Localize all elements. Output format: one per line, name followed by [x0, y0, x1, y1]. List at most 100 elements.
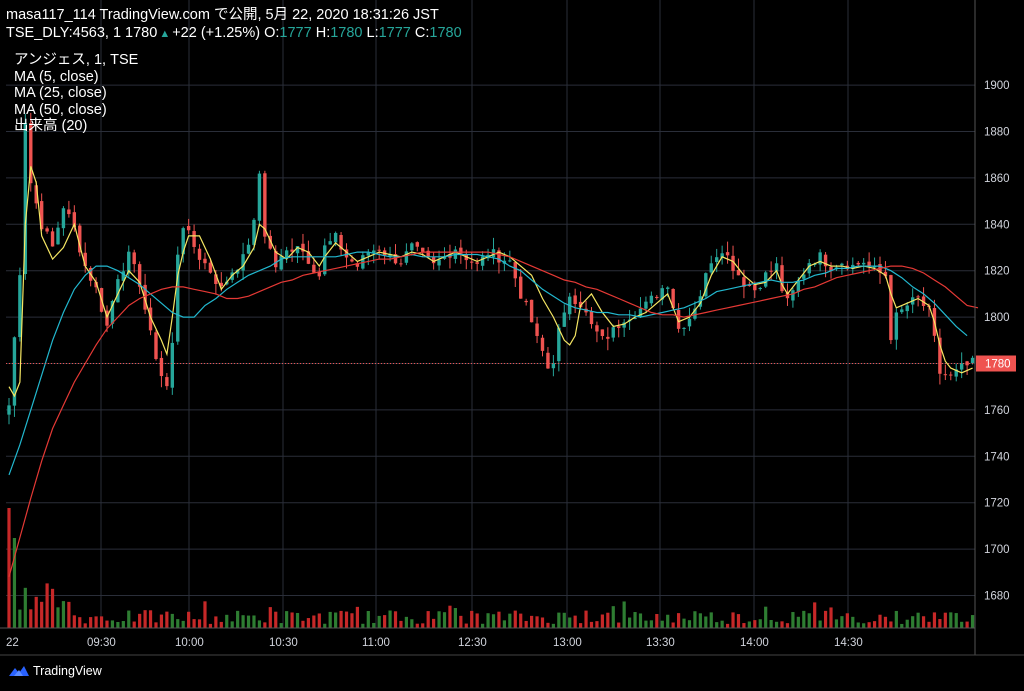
candle-body	[323, 245, 327, 275]
candle-body	[622, 322, 626, 328]
legend-ma50[interactable]: MA (50, close)	[14, 101, 107, 118]
volume-bar	[535, 616, 539, 628]
legend-title[interactable]: アンジェス, 1, TSE	[14, 52, 139, 68]
candle	[622, 319, 626, 338]
candle-body	[132, 252, 136, 265]
tradingview-brand[interactable]: TradingView	[8, 664, 102, 678]
candle-body	[758, 288, 762, 290]
candle-body	[344, 249, 349, 258]
y-tick-label: 1900	[984, 80, 1010, 92]
volume-bar	[704, 616, 708, 628]
volume-bar	[834, 619, 839, 628]
candle-body	[284, 250, 289, 259]
volume-bar	[965, 621, 969, 628]
candle-body	[655, 296, 659, 299]
candle-body	[366, 252, 370, 256]
volume-bar	[878, 614, 882, 628]
volume-bar	[143, 610, 147, 628]
y-tick-label: 1880	[984, 127, 1010, 139]
candle-body	[606, 336, 610, 339]
candle	[50, 227, 55, 247]
candle-body	[437, 259, 441, 266]
volume-bar	[83, 623, 87, 628]
candle	[938, 328, 942, 385]
volume-bar	[94, 616, 98, 628]
candle	[154, 329, 158, 361]
candle-body	[72, 212, 77, 228]
candle-body	[34, 185, 38, 204]
volume-bar	[377, 615, 381, 628]
candle-body	[83, 252, 87, 267]
candle	[633, 311, 637, 320]
volume-bar	[459, 615, 463, 628]
candle-body	[546, 352, 550, 369]
candle	[954, 363, 958, 382]
candle	[655, 294, 659, 300]
candle-body	[94, 281, 98, 288]
candle	[290, 238, 294, 262]
candle	[241, 242, 245, 280]
volume-bar	[916, 612, 920, 628]
candle-body	[676, 309, 681, 329]
candle-body	[595, 325, 599, 332]
candle-body	[421, 247, 425, 252]
candle	[78, 223, 82, 257]
candle-body	[535, 323, 539, 336]
volume-bar	[241, 615, 245, 628]
axes: 1680 1700 1720 1740 1760 1780 1800 1820 1840 1860…	[0, 0, 1024, 656]
volume-bar	[355, 606, 360, 628]
candle-body	[143, 284, 147, 310]
candle-body	[274, 250, 278, 268]
candle	[845, 260, 850, 271]
candle	[546, 347, 550, 369]
candle	[486, 248, 490, 262]
volume-bar	[121, 621, 125, 628]
high-label: H:	[315, 25, 331, 41]
volume-bar	[589, 621, 594, 628]
candle-body	[649, 295, 654, 304]
volume-bar	[361, 623, 365, 628]
legend-ma25[interactable]: MA (25, close)	[14, 85, 107, 101]
volume-bar	[796, 616, 800, 628]
volume-bar	[29, 609, 33, 628]
candle-body	[519, 276, 523, 299]
candle	[72, 205, 77, 232]
volume-bar	[606, 612, 610, 628]
candle-body	[725, 252, 730, 256]
volume-bar	[399, 620, 403, 628]
volume-bar	[823, 610, 828, 628]
x-tick-label: 10:30	[269, 637, 298, 649]
close-label: C:	[414, 25, 430, 41]
volume-bar	[546, 622, 550, 628]
candle	[573, 288, 577, 314]
volume-bar	[938, 619, 942, 628]
last-price: 1780	[125, 25, 158, 41]
candle-body	[431, 257, 436, 264]
candle	[45, 226, 49, 234]
candle	[704, 272, 708, 298]
legend-volume[interactable]: 出来高 (20)	[14, 118, 88, 134]
volume-bar	[203, 601, 207, 628]
volume-bar	[551, 623, 555, 628]
chart-header: masa117_114 TradingView.com で公開, 5月 22, …	[6, 6, 462, 43]
ma-line	[8, 251, 979, 578]
candle	[725, 241, 730, 264]
candle-body	[959, 363, 964, 370]
candle	[475, 258, 479, 272]
candle-body	[67, 209, 71, 215]
volume-bar	[475, 613, 479, 628]
candle-body	[660, 288, 664, 300]
candle-body	[290, 249, 294, 252]
candle-body	[747, 284, 752, 287]
candle	[39, 193, 44, 231]
volume-bar	[334, 612, 338, 628]
candle	[905, 302, 909, 319]
candle	[660, 284, 664, 306]
candle	[584, 300, 588, 316]
candle-body	[818, 252, 822, 265]
volume-bar	[932, 612, 937, 628]
legend-ma5[interactable]: MA (5, close)	[14, 68, 99, 85]
candle-body	[361, 255, 365, 269]
volume-bar	[176, 619, 180, 628]
